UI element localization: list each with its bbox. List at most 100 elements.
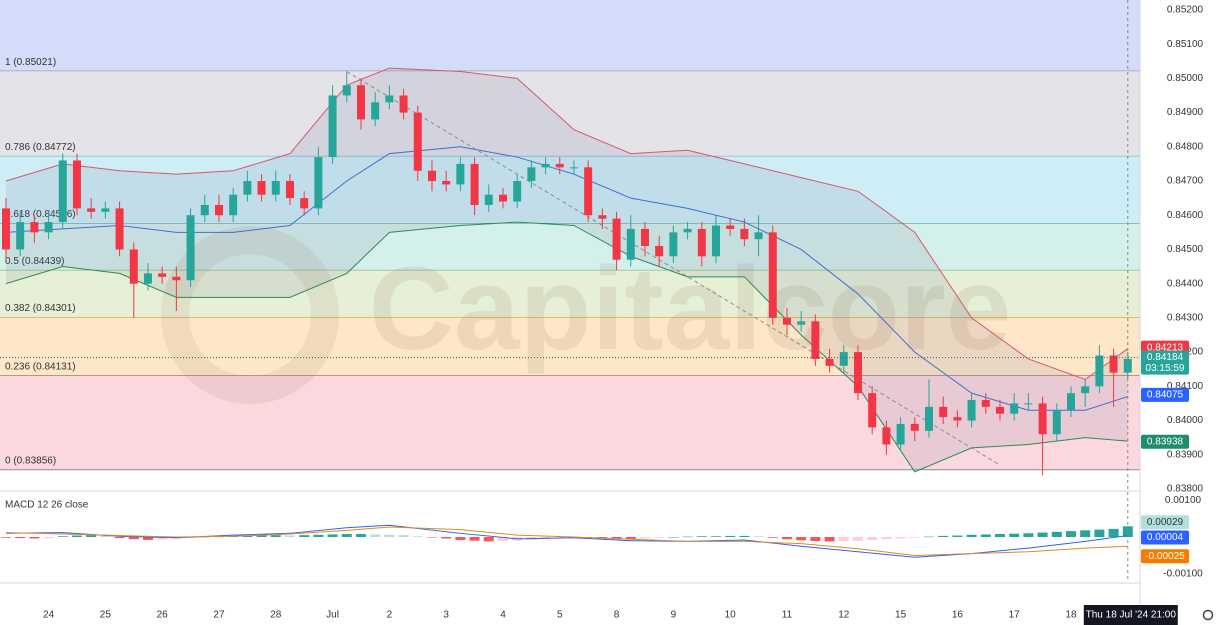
candle-body	[214, 204, 223, 216]
candle-body	[697, 228, 706, 257]
candle-body	[825, 358, 834, 366]
candle-body	[285, 181, 294, 199]
candle-body	[768, 232, 777, 318]
macd-histogram-bar	[142, 537, 153, 540]
x-tick-label: 17	[1009, 610, 1021, 621]
candle-body	[101, 208, 110, 212]
macd-histogram-bar	[739, 535, 750, 537]
macd-histogram-bar	[100, 535, 111, 537]
candle-body	[498, 194, 507, 202]
candle-body	[115, 208, 124, 250]
macd-histogram-bar	[625, 537, 636, 540]
candle-body	[569, 167, 578, 169]
macd-label: 0.00004	[1147, 532, 1184, 543]
band-middle	[5, 146, 1128, 411]
candle-body	[200, 204, 209, 216]
macd-histogram-bar	[824, 537, 835, 542]
candle-body	[72, 160, 81, 209]
axis-layer: 0.85200 0.85100 0.85000 0.84900 0.84800 0.847…	[43, 0, 1204, 625]
macd-histogram-bar	[355, 534, 366, 537]
candle-body	[527, 167, 536, 182]
candle-body	[1066, 393, 1075, 411]
macd-label-box	[1141, 530, 1189, 545]
price-label-box	[1141, 434, 1189, 449]
macd-histogram-bar	[86, 535, 97, 537]
candle-body	[1081, 386, 1090, 394]
macd-histogram-bar	[313, 534, 324, 537]
candle-body	[655, 246, 664, 257]
candle-body	[882, 427, 891, 445]
candle-body	[314, 157, 323, 209]
candle-body	[584, 167, 593, 216]
candle-body	[399, 95, 408, 113]
macd-histogram-bar	[952, 535, 963, 537]
x-tick-label: 11	[782, 610, 793, 621]
candle-body	[172, 276, 181, 281]
macd-histogram-bar	[199, 537, 210, 538]
macd-histogram-bar	[1080, 530, 1091, 537]
macd-histogram-bar	[994, 534, 1005, 537]
countdown: 03:15:59	[1146, 363, 1185, 374]
macd-histogram-bar	[767, 537, 778, 538]
candle-body	[726, 225, 735, 229]
macd-histogram-bar	[654, 537, 665, 538]
macd-histogram-bar	[1122, 526, 1133, 537]
macd-histogram-bar	[1023, 533, 1034, 537]
macd-histogram-bar	[838, 537, 849, 542]
candle-body	[1, 208, 10, 250]
y-tick-label: 0.84700	[1167, 176, 1204, 187]
candle-body	[1052, 410, 1061, 435]
candle-body	[896, 423, 905, 445]
macd-histogram-bar	[370, 534, 381, 537]
fib-label: 0.236 (0.84131)	[5, 361, 76, 372]
x-tick-label: 5	[557, 610, 563, 621]
candle-body	[541, 163, 550, 168]
fib-label: 0.786 (0.84772)	[5, 142, 76, 153]
candle-body	[910, 423, 919, 431]
candle-body	[129, 249, 138, 284]
macd-histogram-bar	[810, 537, 821, 542]
watermark-layer: Capitalcore	[161, 226, 1011, 404]
fib-zone	[0, 317, 1140, 376]
macd-histogram-bar	[1094, 529, 1105, 537]
trendline	[346, 71, 1001, 466]
x-tick-label: 8	[614, 610, 620, 621]
macd-label-box	[1141, 515, 1189, 530]
candle-body	[484, 194, 493, 205]
y-tick-label: 0.84600	[1167, 210, 1204, 221]
settings-icon[interactable]	[1202, 609, 1214, 621]
fib-zone	[0, 0, 1140, 72]
candle-body	[754, 232, 763, 240]
macd-histogram-bar	[114, 537, 125, 539]
candle-body	[513, 181, 522, 202]
macd-histogram-bar	[455, 537, 466, 540]
candle-body	[924, 406, 933, 431]
candle-body	[243, 181, 252, 195]
macd-histogram-bar	[668, 537, 679, 538]
y-tick-label: 0.83800	[1167, 484, 1204, 495]
band-fill	[5, 68, 1128, 472]
candle-body	[981, 400, 990, 407]
macd-histogram-bar	[1009, 533, 1020, 537]
candle-body	[300, 198, 309, 209]
macd-histogram-bar	[597, 537, 608, 539]
macd-histogram-bar	[796, 537, 807, 541]
candle-body	[1123, 358, 1132, 373]
macd-histogram-bar	[966, 534, 977, 537]
band-upper	[5, 67, 1129, 381]
price-label-box	[1141, 387, 1189, 402]
candle-body	[683, 228, 692, 233]
candle-body	[555, 163, 564, 168]
candle-body	[427, 170, 436, 182]
x-tick-label: 24	[43, 610, 55, 621]
y-tick-label: 0.84000	[1167, 415, 1204, 426]
macd-histogram-bar	[682, 536, 693, 538]
macd-histogram-bar	[938, 535, 949, 537]
settings-button[interactable]	[1202, 609, 1214, 621]
macd-histogram-bar	[327, 534, 338, 537]
macd-histogram-bar	[980, 534, 991, 537]
candle-body	[257, 181, 266, 195]
candle-body	[342, 85, 351, 96]
price-label: 0.84075	[1147, 390, 1184, 401]
